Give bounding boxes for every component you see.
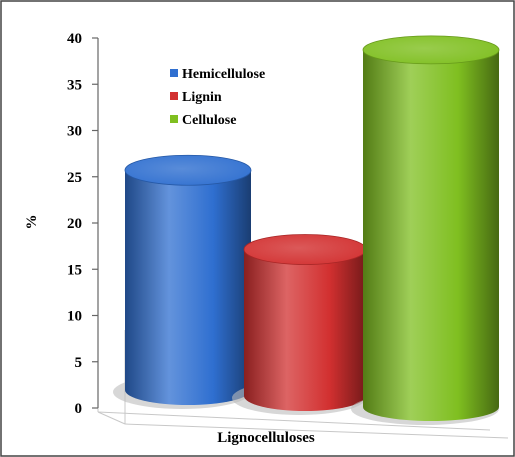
legend: Hemicellulose Lignin Cellulose: [170, 67, 265, 128]
legend-swatch: [170, 69, 178, 77]
y-tick-label: 40: [67, 31, 82, 47]
y-tick-label: 35: [67, 77, 82, 93]
y-tick-label: 5: [75, 355, 83, 371]
legend-swatch: [170, 115, 178, 123]
bar-body: [363, 49, 499, 422]
bar-body: [125, 170, 251, 405]
legend-swatch: [170, 92, 178, 100]
bar-top: [243, 234, 367, 265]
bar-cellulose: [351, 35, 500, 425]
x-axis-title: Lignocelluloses: [217, 430, 315, 446]
y-tick-label: 10: [67, 309, 82, 325]
y-tick-label: 20: [67, 216, 82, 232]
floor-front-edge: [124, 423, 509, 439]
y-tick-label: 15: [67, 262, 82, 278]
bar-top: [362, 35, 500, 65]
y-ticks: 0 5 10 15 20 25 30 35 40: [67, 31, 98, 417]
y-axis: 0 5 10 15 20 25 30 35 40: [67, 31, 99, 417]
legend-label: Hemicellulose: [182, 67, 265, 82]
floor-back-edge: [97, 411, 491, 431]
bars: [113, 35, 500, 425]
bar-top: [124, 154, 252, 186]
floor-left-edge: [97, 411, 126, 425]
y-tick-label: 0: [75, 401, 83, 417]
bar-body: [244, 249, 366, 411]
y-axis-title: %: [24, 215, 40, 230]
legend-label: Lignin: [182, 90, 222, 105]
bar-lignin: [232, 234, 367, 415]
y-tick-label: 25: [67, 170, 82, 186]
legend-label: Cellulose: [182, 113, 236, 128]
y-tick-label: 30: [67, 124, 82, 140]
bar-hemicellulose: [113, 154, 252, 409]
